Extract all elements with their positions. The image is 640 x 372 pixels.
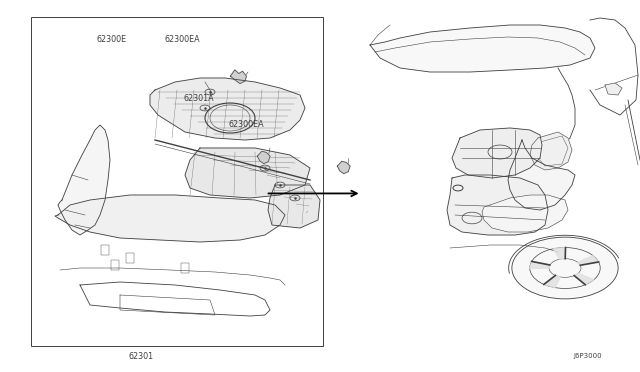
Bar: [101, 245, 109, 255]
Polygon shape: [452, 128, 542, 178]
Bar: [111, 260, 119, 270]
Polygon shape: [578, 256, 598, 265]
Polygon shape: [257, 151, 270, 164]
Polygon shape: [508, 140, 575, 210]
Polygon shape: [150, 78, 305, 140]
Polygon shape: [530, 132, 572, 170]
Polygon shape: [482, 195, 568, 232]
Polygon shape: [58, 125, 110, 235]
Text: 62300EA: 62300EA: [164, 35, 200, 44]
Polygon shape: [605, 83, 622, 95]
Polygon shape: [55, 195, 285, 242]
Text: 62300E: 62300E: [97, 35, 127, 44]
Polygon shape: [554, 247, 566, 259]
Polygon shape: [185, 148, 310, 198]
Polygon shape: [544, 275, 561, 288]
Text: 62301A: 62301A: [183, 94, 214, 103]
Polygon shape: [268, 185, 320, 228]
Polygon shape: [337, 161, 350, 174]
Bar: [181, 263, 189, 273]
Text: J6P3000: J6P3000: [573, 353, 602, 359]
Circle shape: [512, 237, 618, 299]
Polygon shape: [447, 175, 548, 235]
Polygon shape: [530, 262, 550, 269]
Polygon shape: [574, 273, 594, 285]
Polygon shape: [370, 25, 595, 72]
Bar: [126, 253, 134, 263]
Text: 62301: 62301: [128, 352, 154, 361]
Text: 62300EA: 62300EA: [228, 120, 264, 129]
Bar: [31, 17, 323, 346]
Polygon shape: [230, 70, 246, 84]
